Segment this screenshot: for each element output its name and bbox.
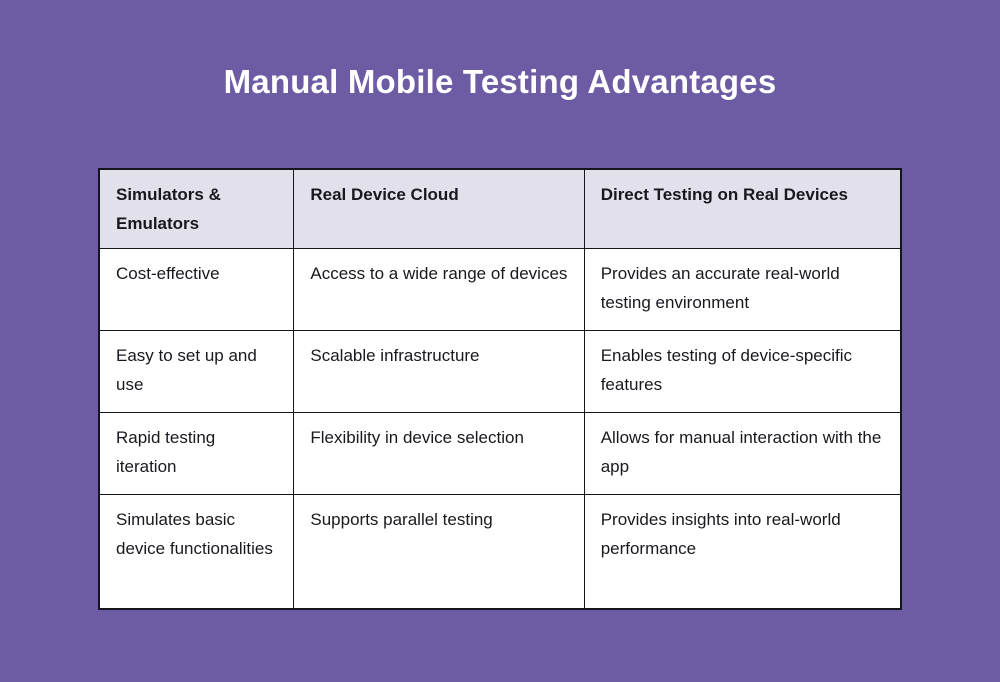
table-row: Cost-effective Access to a wide range of… (98, 248, 902, 331)
table-cell: Scalable infrastructure (293, 330, 585, 413)
table-cell: Rapid testing iteration (98, 412, 295, 495)
table-row: Simulates basic device functionalities S… (98, 494, 902, 609)
table-header-row: Simulators & Emulators Real Device Cloud… (98, 168, 902, 249)
table-cell: Enables testing of device-specific featu… (583, 330, 902, 413)
table-cell: Flexibility in device selection (293, 412, 585, 495)
column-header-direct-testing: Direct Testing on Real Devices (583, 168, 902, 249)
table-cell: Allows for manual interaction with the a… (583, 412, 902, 495)
table-cell: Easy to set up and use (98, 330, 295, 413)
table-cell: Provides insights into real-world perfor… (583, 494, 902, 609)
table-row: Easy to set up and use Scalable infrastr… (98, 330, 902, 413)
table-cell: Access to a wide range of devices (293, 248, 585, 331)
column-header-simulators-emulators: Simulators & Emulators (98, 168, 295, 249)
page-title: Manual Mobile Testing Advantages (223, 63, 777, 100)
table-cell: Provides an accurate real-world testing … (583, 248, 902, 331)
column-header-real-device-cloud: Real Device Cloud (293, 168, 585, 249)
advantages-table: Simulators & Emulators Real Device Cloud… (98, 168, 902, 610)
table-cell: Simulates basic device functionalities (98, 494, 295, 609)
table-cell: Supports parallel testing (293, 494, 585, 609)
table-row: Rapid testing iteration Flexibility in d… (98, 412, 902, 495)
table-cell: Cost-effective (98, 248, 295, 331)
